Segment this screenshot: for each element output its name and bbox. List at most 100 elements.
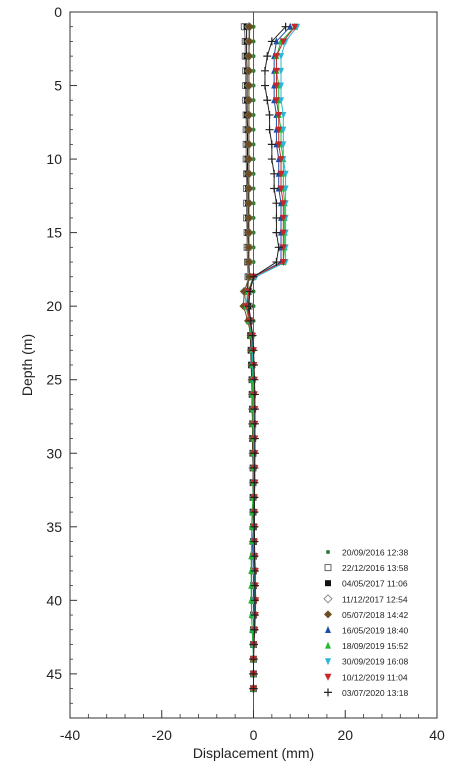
- legend-label-2: 22/12/2016 13:58: [342, 563, 408, 573]
- data-point-series-9: [272, 67, 280, 75]
- data-point-series-10: [249, 272, 258, 281]
- data-point-series-9: [277, 170, 285, 178]
- data-point-series-10: [250, 596, 259, 605]
- data-point-series-10: [250, 552, 259, 561]
- legend-label-9: 10/12/2019 11:04: [342, 672, 408, 682]
- data-point-series-10: [250, 449, 259, 458]
- y-tick-label: 35: [46, 519, 62, 535]
- data-point-series-5: [244, 66, 253, 75]
- data-point-series-10: [281, 22, 290, 31]
- y-tick-label: 10: [46, 151, 62, 167]
- legend-marker-4: [323, 594, 333, 604]
- data-point-series-10: [250, 611, 259, 620]
- data-point-series-10: [249, 640, 258, 649]
- legend-marker-1: [326, 550, 330, 554]
- data-point-series-9: [279, 259, 287, 267]
- series-line-10: [248, 26, 286, 689]
- legend-label-6: 16/05/2019 18:40: [342, 626, 408, 636]
- legend-label-4: 11/12/2017 12:54: [342, 594, 408, 604]
- data-point-series-9: [279, 214, 287, 222]
- data-point-series-10: [270, 169, 279, 178]
- legend-marker-8: [325, 658, 331, 666]
- legend-marker-6: [325, 626, 331, 633]
- data-point-series-5: [244, 52, 253, 61]
- data-point-series-5: [244, 125, 253, 134]
- data-point-series-10: [244, 302, 253, 311]
- data-point-series-10: [250, 566, 259, 575]
- data-point-series-5: [244, 169, 253, 178]
- series-line-8: [245, 26, 298, 689]
- data-point-series-10: [246, 316, 255, 325]
- data-point-series-9: [275, 111, 283, 119]
- legend-label-7: 18/09/2019 15:52: [342, 641, 408, 651]
- x-tick-label: 40: [429, 727, 445, 743]
- data-point-series-5: [244, 199, 253, 208]
- legend-label-5: 05/07/2018 14:42: [342, 610, 408, 620]
- data-point-series-8: [282, 185, 289, 193]
- data-point-series-10: [267, 155, 276, 164]
- data-point-series-5: [244, 243, 253, 252]
- x-tick-label: -20: [152, 727, 172, 743]
- data-point-series-8: [280, 141, 287, 149]
- data-point-series-10: [249, 669, 258, 678]
- data-point-series-10: [248, 331, 257, 340]
- data-point-series-10: [250, 493, 259, 502]
- data-point-series-10: [249, 346, 258, 355]
- data-point-series-10: [250, 508, 259, 517]
- data-point-series-5: [244, 81, 253, 90]
- series-line-7: [245, 26, 296, 689]
- data-point-series-10: [263, 52, 272, 61]
- data-point-series-5: [244, 155, 253, 164]
- data-point-series-9: [275, 126, 283, 134]
- legend-marker-3: [325, 580, 331, 587]
- y-tick-label: 40: [46, 592, 62, 608]
- data-point-series-10: [250, 478, 259, 487]
- data-point-series-5: [244, 213, 253, 222]
- data-point-series-9: [291, 23, 299, 31]
- data-point-series-10: [250, 581, 259, 590]
- data-point-series-10: [274, 243, 283, 252]
- data-point-series-9: [277, 185, 285, 193]
- y-tick-label: 25: [46, 372, 62, 388]
- data-point-series-10: [270, 184, 279, 193]
- data-point-series-10: [249, 361, 258, 369]
- data-point-series-8: [280, 111, 287, 119]
- data-point-series-10: [267, 140, 276, 149]
- data-point-series-5: [244, 96, 253, 105]
- data-point-series-1: [251, 304, 256, 309]
- data-point-series-10: [250, 537, 259, 546]
- legend-marker-9: [324, 673, 332, 681]
- data-point-series-6: [273, 37, 280, 45]
- y-tick-label: 5: [54, 78, 62, 94]
- data-point-series-10: [272, 199, 281, 208]
- x-tick-label: 0: [250, 727, 258, 743]
- data-point-series-10: [250, 419, 259, 428]
- data-point-series-10: [250, 434, 259, 443]
- legend-marker-10: [324, 688, 332, 697]
- data-point-series-10: [249, 655, 258, 664]
- data-point-series-10: [267, 37, 276, 46]
- y-tick-label: 45: [46, 666, 62, 682]
- legend-label-8: 30/09/2019 16:08: [342, 657, 408, 667]
- data-point-series-9: [272, 82, 280, 90]
- data-point-series-5: [245, 22, 254, 31]
- y-tick-label: 15: [46, 225, 62, 241]
- data-point-series-10: [250, 522, 259, 531]
- data-point-series-8: [278, 97, 285, 105]
- data-point-series-9: [275, 141, 283, 149]
- data-point-series-9: [279, 244, 287, 252]
- data-point-series-10: [265, 110, 274, 119]
- data-point-series-10: [260, 81, 269, 90]
- data-point-series-9: [272, 53, 280, 61]
- data-point-series-5: [244, 228, 253, 237]
- data-point-series-10: [245, 287, 254, 296]
- data-point-series-10: [272, 258, 281, 267]
- data-point-series-5: [244, 110, 253, 119]
- data-point-series-10: [250, 625, 259, 634]
- data-point-series-10: [272, 213, 281, 222]
- data-point-series-10: [250, 405, 259, 414]
- data-point-series-10: [260, 66, 269, 75]
- data-point-series-10: [263, 96, 272, 105]
- y-tick-label: 30: [46, 445, 62, 461]
